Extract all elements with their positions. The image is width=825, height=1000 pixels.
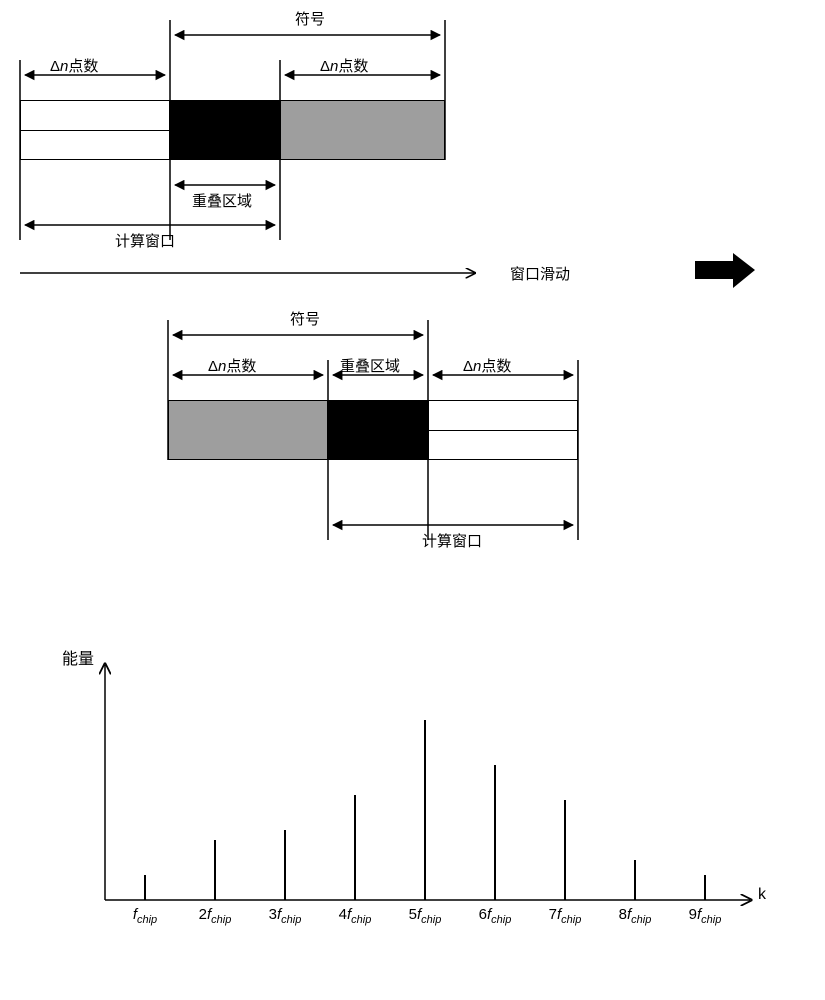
top-seg-gray: [280, 100, 445, 160]
top-divider: [20, 130, 170, 131]
top-compute-window-label: 计算窗口: [115, 230, 175, 251]
bottom-delta-n-right: Δn点数: [463, 355, 511, 376]
window-diagram: 符号 Δn点数 Δn点数 重叠区域 计算窗口 窗口滑动 符号 Δn点数 重叠区域…: [0, 0, 825, 560]
window-sliding-label: 窗口滑动: [510, 263, 570, 284]
top-symbol-label: 符号: [280, 8, 340, 29]
x-tick-label: fchip: [133, 906, 157, 926]
x-tick-label: 5fchip: [409, 906, 442, 926]
x-tick-label: 9fchip: [689, 906, 722, 926]
x-tick-label: 8fchip: [619, 906, 652, 926]
energy-chart: 能量 k fchip 2fchip 3fchip 4fchip 5fchip 6fchip…: [0, 600, 825, 960]
x-tick-label: 4fchip: [339, 906, 372, 926]
x-tick-label: 2fchip: [199, 906, 232, 926]
bottom-divider: [428, 430, 578, 431]
top-seg-black: [170, 100, 280, 160]
bottom-seg-gray: [168, 400, 328, 460]
x-tick-label: 7fchip: [549, 906, 582, 926]
x-tick-label: 3fchip: [269, 906, 302, 926]
bottom-compute-window-label: 计算窗口: [422, 530, 482, 551]
bottom-delta-n-left: Δn点数: [208, 355, 256, 376]
top-delta-n-right: Δn点数: [320, 55, 368, 76]
diagram-svg: [0, 0, 825, 560]
bottom-overlap-label: 重叠区域: [340, 355, 400, 376]
x-axis-label: k: [758, 886, 766, 904]
top-overlap-label: 重叠区域: [192, 190, 252, 211]
bottom-seg-black: [328, 400, 428, 460]
y-axis-label: 能量: [62, 645, 94, 669]
x-tick-label: 6fchip: [479, 906, 512, 926]
bottom-symbol-label: 符号: [275, 308, 335, 329]
top-delta-n-left: Δn点数: [50, 55, 98, 76]
